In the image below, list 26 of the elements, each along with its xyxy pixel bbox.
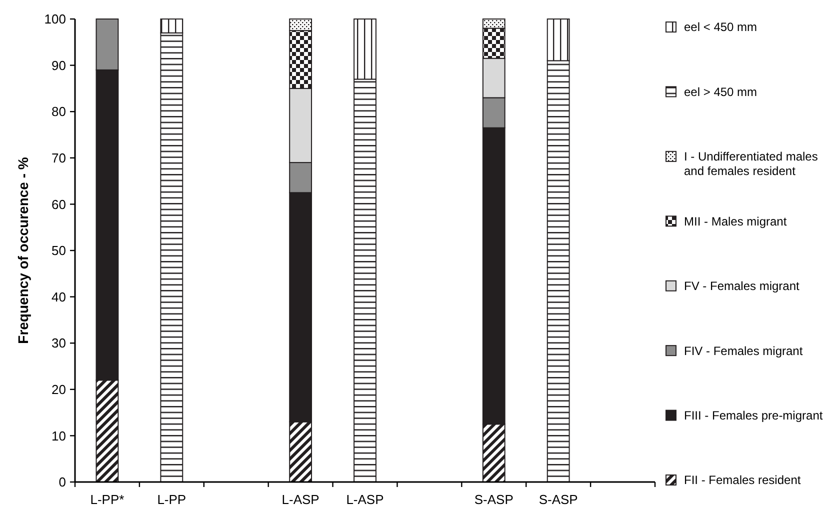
legend-label: eel < 450 mm: [684, 20, 758, 34]
x-tick-label: S-ASP: [538, 492, 578, 507]
y-tick-label: 30: [52, 336, 66, 351]
legend-label: MII - Males migrant: [684, 214, 788, 228]
y-tick-label: 20: [52, 382, 66, 397]
x-tick-label: L-PP*: [90, 492, 124, 507]
legend-label: FV - Females migrant: [684, 279, 800, 294]
y-axis-title: Frequency of occurence - %: [15, 156, 31, 344]
y-tick-label: 0: [58, 474, 66, 490]
y-tick-label: 60: [52, 196, 66, 212]
y-tick-label: 50: [52, 243, 66, 258]
legend-label: eel > 450 mm: [684, 84, 758, 99]
legend-label: I - Undifferentiated males and females resident: [684, 150, 818, 178]
y-tick-label: 10: [52, 428, 66, 444]
x-tick-label: L-ASP: [282, 492, 320, 507]
legend-label: FIV - Females migrant: [684, 344, 804, 358]
y-tick-label: 80: [52, 104, 66, 120]
x-tick-label: L-ASP: [346, 492, 384, 507]
y-tick-label: 90: [52, 58, 66, 73]
y-tick-label: 100: [44, 12, 66, 27]
legend-label: FII - Females resident: [684, 473, 802, 488]
y-tick-label: 40: [52, 289, 66, 304]
legend-label: FIII - Females pre-migrant: [684, 408, 824, 422]
x-tick-label: L-PP: [157, 492, 186, 507]
y-tick-label: 70: [52, 150, 66, 166]
x-tick-label: S-ASP: [474, 492, 514, 507]
